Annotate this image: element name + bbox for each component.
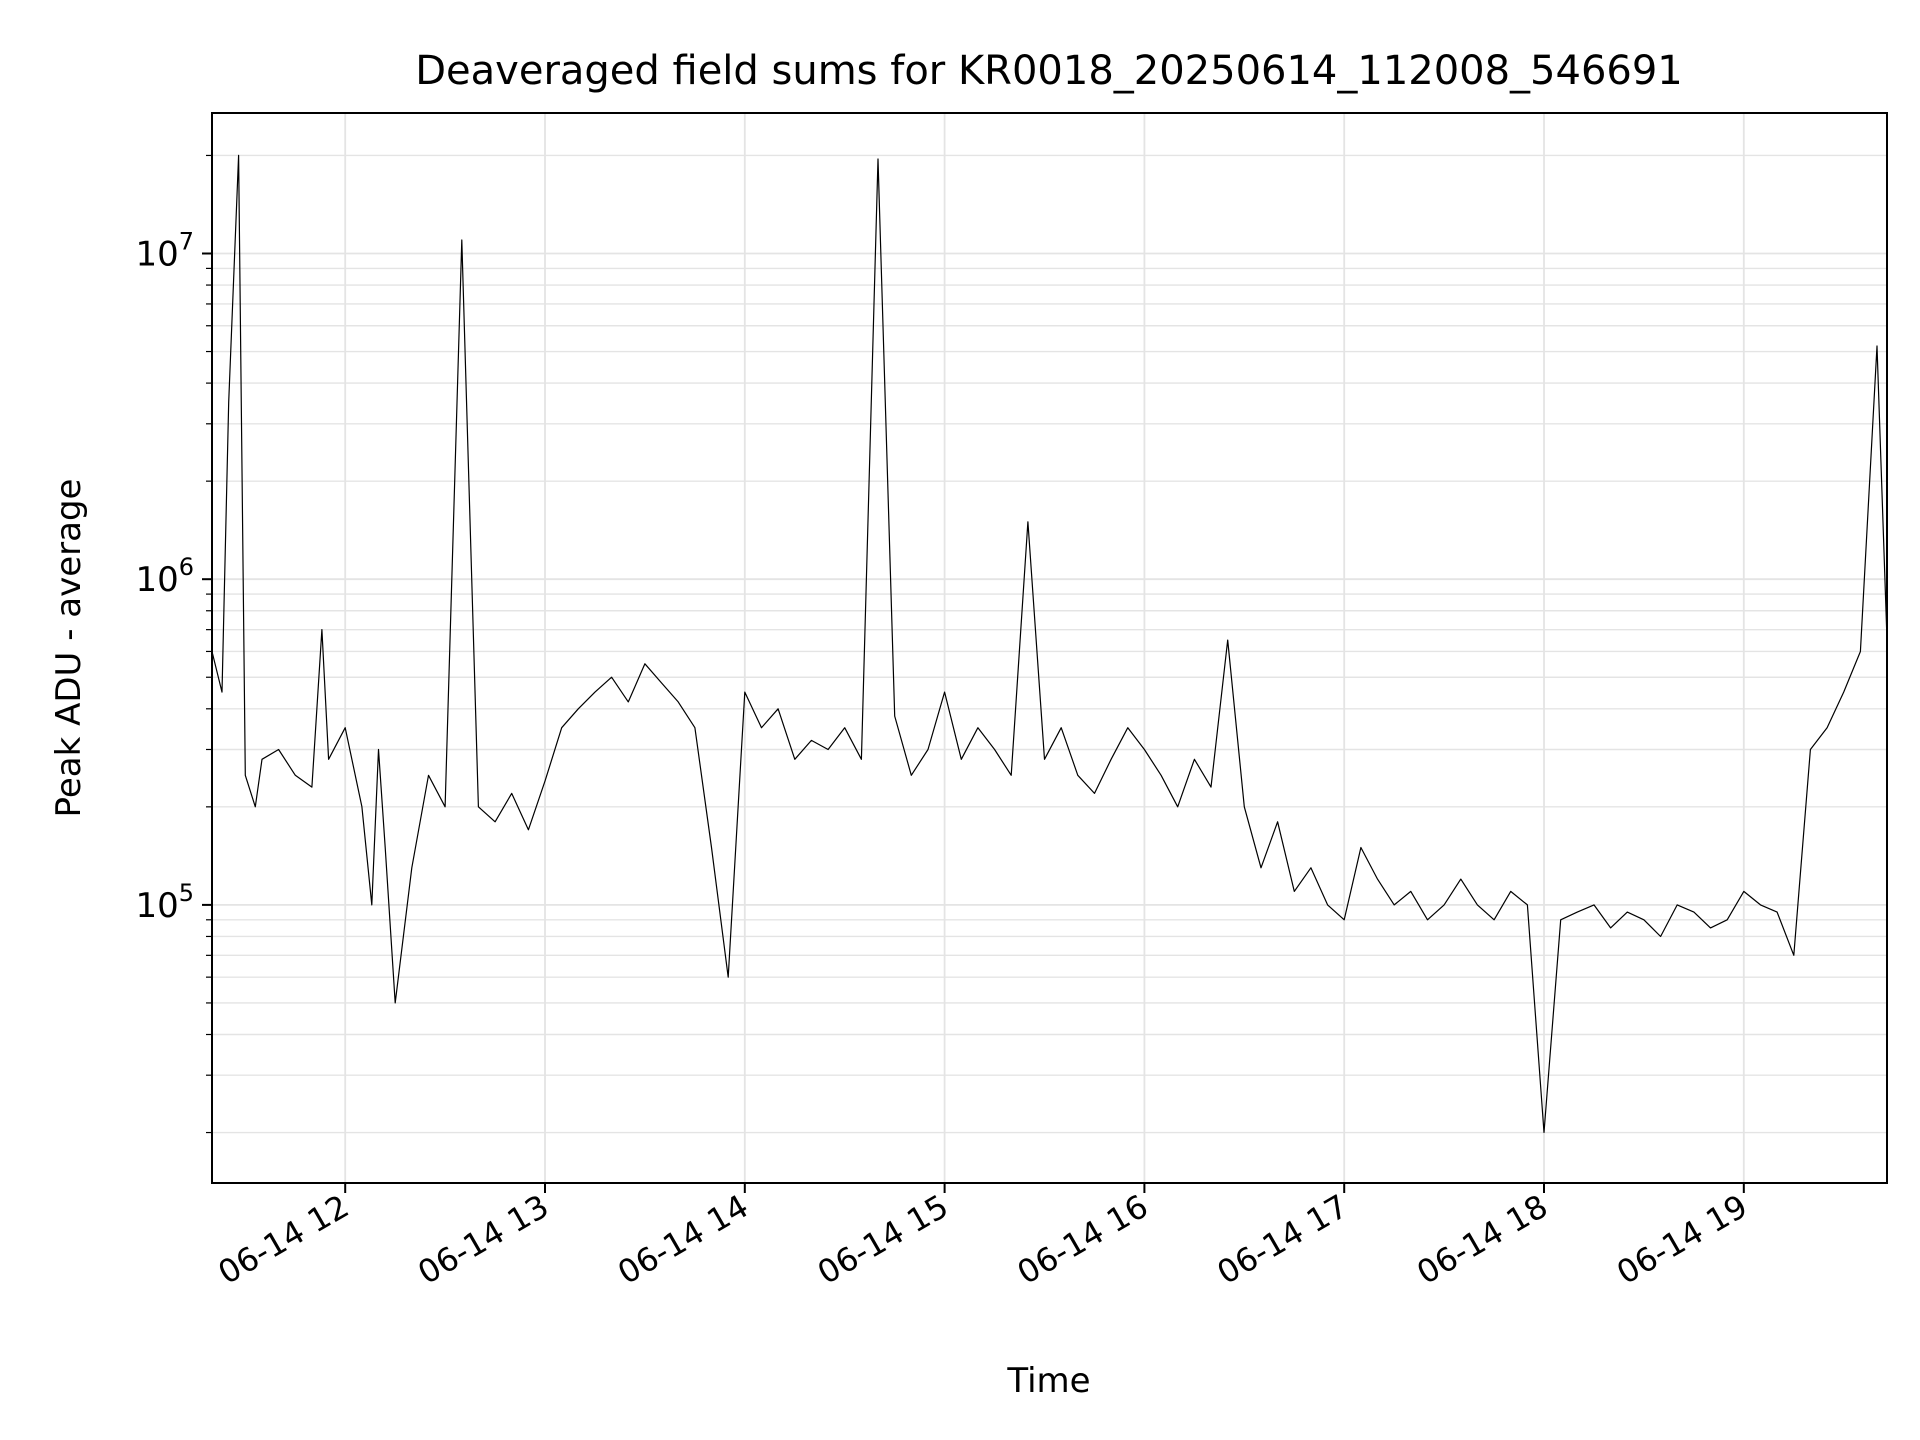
series-line (211, 154, 1888, 1134)
y-axis-label: Peak ADU - average (49, 479, 89, 818)
y-tick-label: 107 (135, 227, 194, 274)
y-ticks: 105 106 107 (135, 154, 212, 1134)
y-tick-label: 105 (135, 879, 194, 926)
x-axis-label: Time (1006, 1361, 1090, 1401)
plot-frame (211, 112, 1888, 1184)
chart-title: Deaveraged field sums for KR0018_2025061… (415, 48, 1683, 94)
x-grid (344, 113, 1745, 1183)
y-tick-label: 106 (135, 553, 194, 600)
